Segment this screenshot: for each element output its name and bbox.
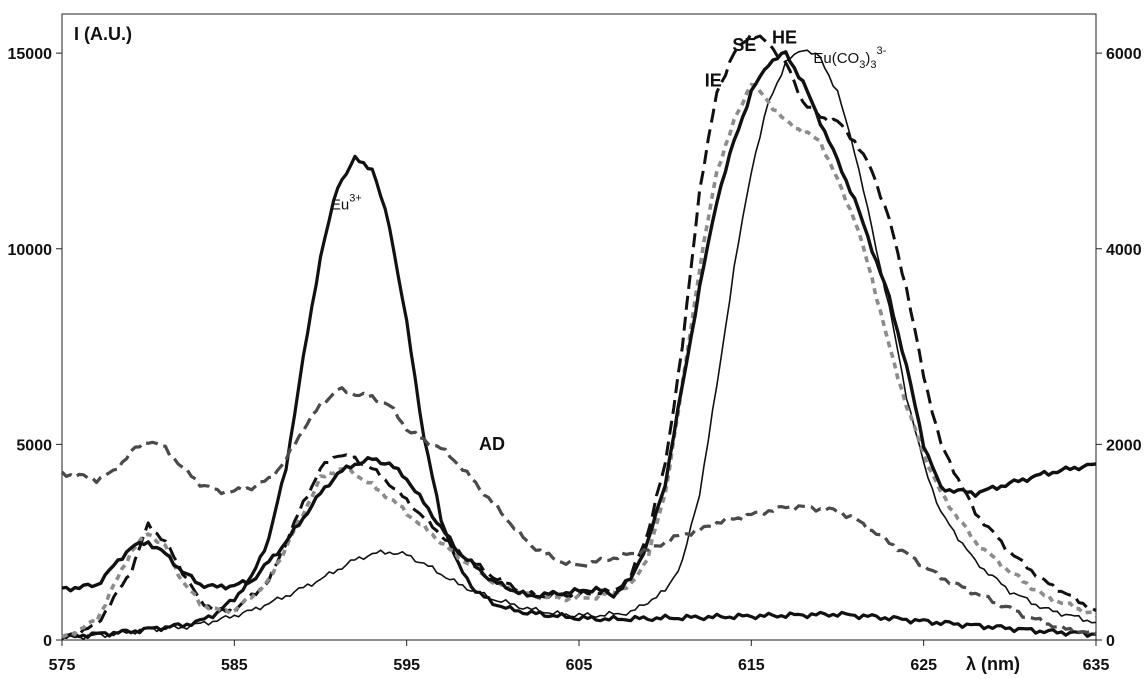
y-tick-label-left: 0 <box>43 633 52 650</box>
x-tick-label: 625 <box>910 657 937 674</box>
x-axis-title: λ (nm) <box>966 654 1020 674</box>
y-tick-label-left: 10000 <box>8 242 53 259</box>
series-line-ie <box>61 32 1097 638</box>
series-line-ad <box>60 386 1097 636</box>
annotation-ie: IE <box>705 70 722 90</box>
annotation-eu-co3: Eu(CO3)33- <box>813 45 886 71</box>
x-tick-label: 575 <box>49 657 76 674</box>
annotation-he: HE <box>772 27 797 47</box>
axis-layer: 575 585 595 605 615 625 635 0 5000 10000 15000 0 200… <box>8 24 1142 674</box>
series-line-se <box>61 82 1098 639</box>
x-tick-label: 615 <box>738 657 765 674</box>
y-tick-label-right: 4000 <box>1106 242 1142 259</box>
x-tick-label: 605 <box>566 657 593 674</box>
x-tick-label: 635 <box>1083 657 1110 674</box>
y-tick-label-right: 2000 <box>1106 437 1142 454</box>
annotation-ad: AD <box>479 434 505 454</box>
y-tick-label-right: 6000 <box>1106 46 1142 63</box>
plot-area-frame <box>61 13 1097 641</box>
series-line-eu-co3-3-3 <box>61 49 1097 641</box>
y-tick-label-left: 15000 <box>8 46 53 63</box>
y-tick-label-right: 0 <box>1106 633 1115 650</box>
series-line-he <box>61 50 1097 599</box>
annotation-layer: Eu3+ AD IE SE HE Eu(CO3)33- <box>331 27 887 454</box>
x-tick-label: 595 <box>393 657 420 674</box>
annotation-se: SE <box>732 35 756 55</box>
y-tick-label-left: 5000 <box>16 437 52 454</box>
series-layer <box>60 32 1098 641</box>
x-tick-label: 585 <box>221 657 248 674</box>
series-line-eu3 <box>61 154 1096 640</box>
y-axis-title: I (A.U.) <box>74 24 132 44</box>
annotation-eu3: Eu3+ <box>331 193 362 214</box>
